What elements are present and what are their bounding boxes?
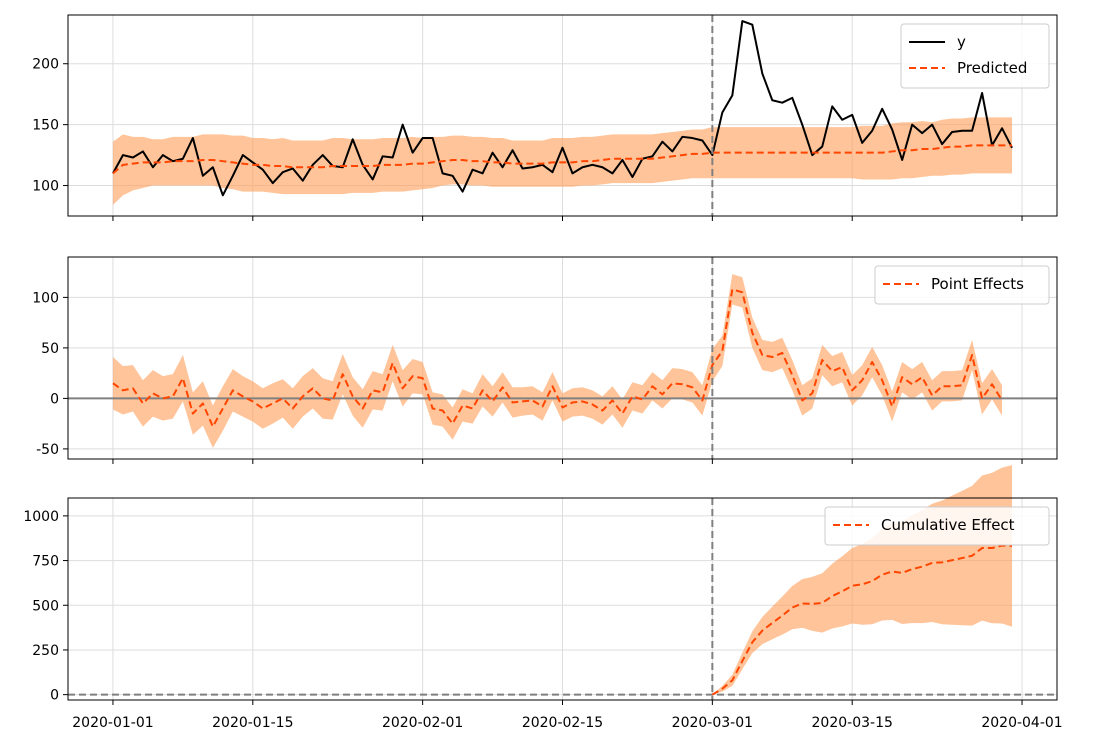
x-tick-label: 2020-01-15 [212,715,293,731]
legend: Cumulative Effect [824,506,1050,546]
y-tick-label: 100 [32,179,59,195]
legend-label: Point Effects [931,275,1024,293]
x-tick-label: 2020-01-01 [72,715,153,731]
y-tick-label: 250 [32,643,59,659]
legend: y Predicted [900,23,1050,89]
confidence-band [112,274,1003,448]
y-tick-label: 200 [32,57,59,73]
y-tick-label: 150 [32,118,59,134]
legend-box [900,23,1050,89]
y-tick-label: 100 [32,290,59,306]
x-tick-label: 2020-03-15 [812,715,893,731]
y-tick-label: 500 [32,598,59,614]
confidence-band [712,465,1013,695]
y-tick-label: -50 [36,442,59,458]
legend: Point Effects [874,265,1050,305]
legend-label: Cumulative Effect [881,516,1015,534]
series-line-point-effects [112,288,1003,428]
confidence-band [112,117,1013,206]
legend-box [824,506,1050,546]
y-tick-label: 750 [32,554,59,570]
y-tick-label: 0 [50,391,59,407]
y-tick-label: 1000 [23,509,59,525]
y-tick-label: 0 [50,688,59,704]
x-tick-label: 2020-03-01 [672,715,753,731]
legend-box [874,265,1050,305]
observed-vs-predicted-panel: 100 150 200 y Predicted [32,14,1058,221]
x-tick-label: 2020-02-15 [522,715,603,731]
series-line-cumulative-effect [711,544,1013,696]
legend-label: Predicted [957,59,1027,77]
point-effects-panel: -50 0 50 100 Point Effects [32,256,1058,464]
x-tick-label: 2020-04-01 [981,715,1062,731]
x-tick-label: 2020-02-01 [382,715,463,731]
y-tick-label: 50 [41,341,59,357]
legend-label: y [957,33,966,51]
cumulative-effect-panel: 0 250 500 750 1000 2020-01-01 2020-01-15 2020-0… [23,465,1063,731]
series-line-y [112,20,1013,197]
series-line-predicted [112,144,1013,175]
